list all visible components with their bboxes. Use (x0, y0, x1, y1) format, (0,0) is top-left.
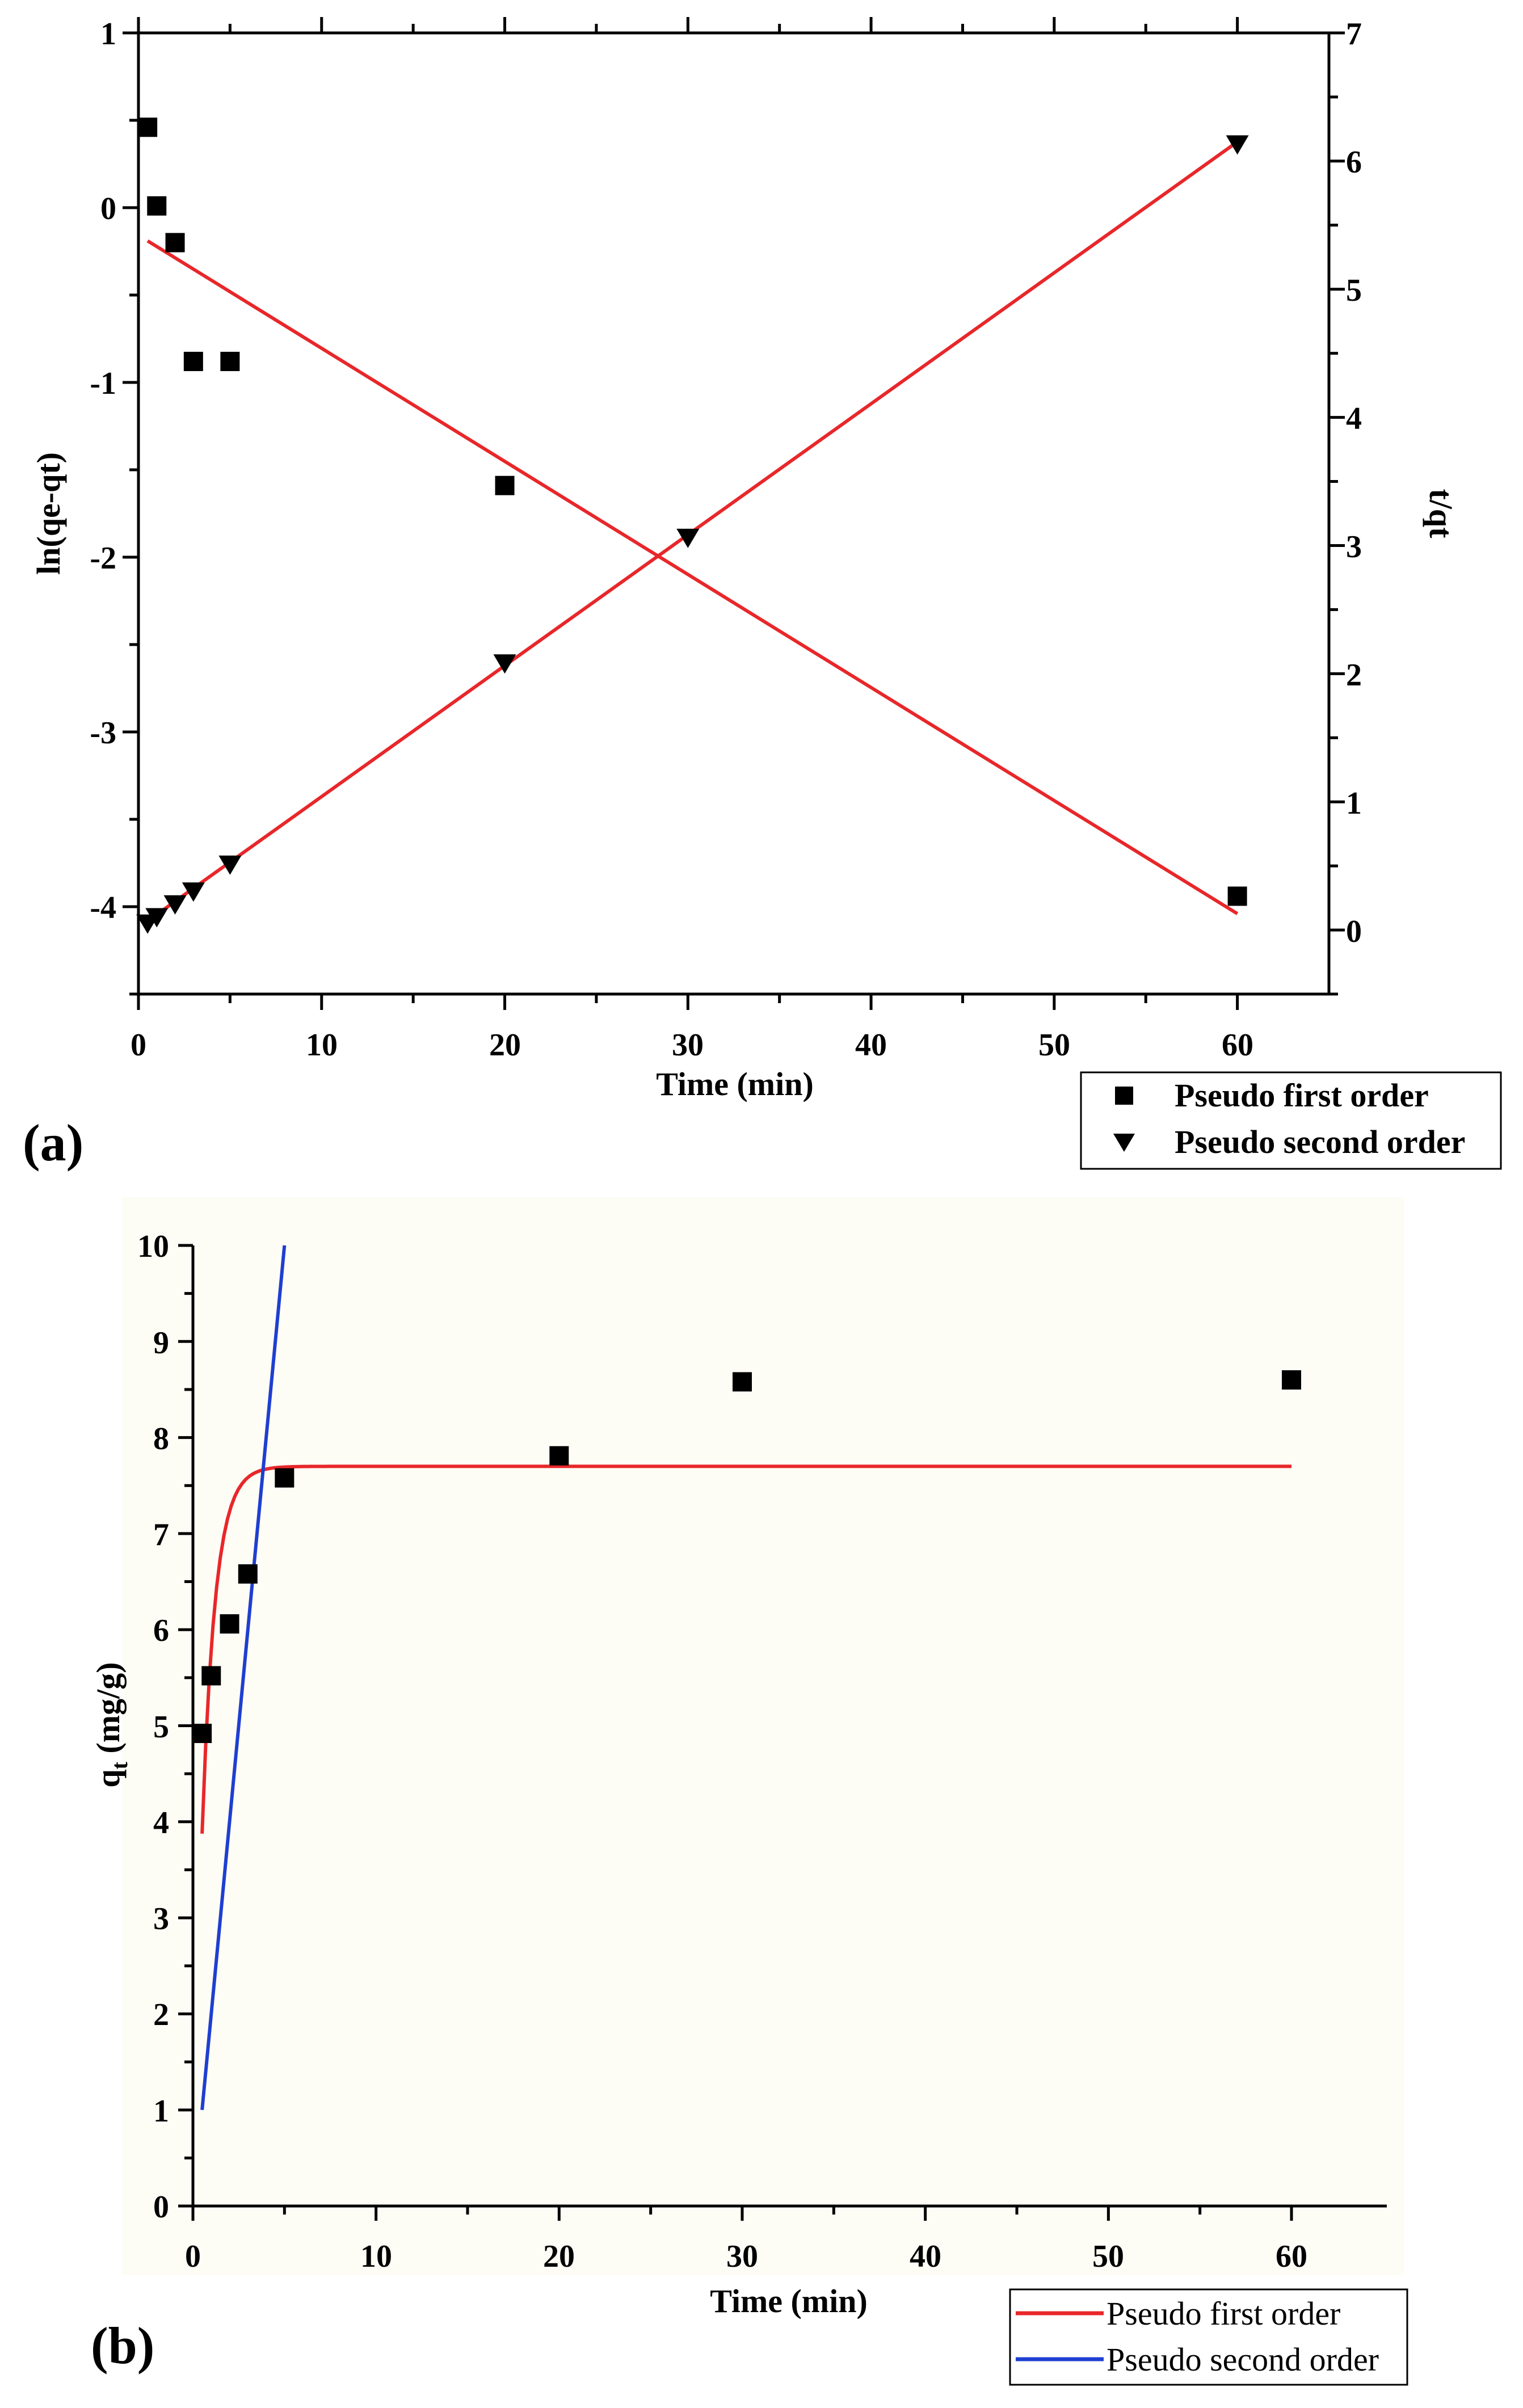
panel-a-x-tick-label: 30 (672, 1028, 704, 1063)
panel-b-y-tick-label: 1 (153, 2094, 169, 2129)
panel-b-y-tick-label: 7 (153, 1517, 169, 1552)
panel-a-label: (a) (23, 1114, 83, 1172)
panel-a: 0 10 20 30 40 50 60 1 0 -1 -2 -3 -4 7 6 … (23, 16, 1501, 1172)
panel-b-x-tick-label: 50 (1092, 2239, 1124, 2274)
panel-a-x-tick-label: 10 (306, 1028, 338, 1063)
panel-a-x-tick-label: 0 (131, 1028, 146, 1063)
panel-b-y-tick-label: 8 (153, 1421, 169, 1456)
pseudo-first-order-fit-line (148, 241, 1237, 914)
pseudo-first-order-point (166, 233, 185, 252)
panel-a-right-y-tick-label: 7 (1346, 16, 1362, 52)
legend-label-pseudo-second-order-b: Pseudo second order (1107, 2341, 1379, 2378)
observed-data-point (733, 1372, 752, 1391)
panel-b-legend: Pseudo first order Pseudo second order (1010, 2289, 1407, 2385)
panel-a-right-y-tick-label: 6 (1346, 145, 1362, 180)
pseudo-first-order-point (1228, 887, 1247, 906)
panel-a-right-y-tick-label: 5 (1346, 273, 1362, 308)
panel-b-x-tick-label: 30 (726, 2239, 758, 2274)
panel-a-left-y-tick-labels: 1 0 -1 -2 -3 -4 (90, 16, 116, 925)
observed-data-point (201, 1666, 221, 1685)
pseudo-second-order-point (164, 895, 187, 915)
panel-a-left-y-tick-label: 1 (100, 16, 116, 52)
panel-b-x-axis-title: Time (min) (710, 2283, 868, 2319)
pseudo-first-order-point (220, 352, 239, 371)
observed-data-point (275, 1468, 294, 1488)
panel-a-right-y-tick-label: 1 (1346, 786, 1362, 821)
panel-a-x-tick-label: 50 (1038, 1028, 1070, 1063)
observed-data-point (220, 1614, 239, 1634)
observed-data-point (192, 1724, 212, 1743)
observed-data-point (549, 1446, 569, 1466)
panel-a-x-axis-title: Time (min) (656, 1066, 814, 1102)
panel-a-right-y-axis-title: t/qt (1423, 489, 1459, 539)
panel-a-right-y-tick-labels: 7 6 5 4 3 2 1 0 (1346, 16, 1362, 949)
pseudo-second-order-point (1226, 136, 1249, 155)
panel-a-x-ticks (138, 17, 1238, 1010)
panel-a-left-y-tick-label: -4 (90, 890, 116, 925)
panel-a-left-y-tick-label: -3 (90, 715, 116, 751)
panel-a-x-tick-labels: 0 10 20 30 40 50 60 (131, 1028, 1253, 1063)
panel-a-x-tick-label: 60 (1222, 1028, 1253, 1063)
panel-a-left-y-tick-label: -1 (90, 366, 116, 401)
figure: 0 10 20 30 40 50 60 1 0 -1 -2 -3 -4 7 6 … (0, 0, 1523, 2408)
panel-b-y-tick-label: 10 (137, 1229, 169, 1264)
panel-b-y-tick-label: 2 (153, 1997, 169, 2032)
observed-data-point (1282, 1370, 1301, 1390)
pseudo-first-order-point (138, 117, 157, 137)
panel-a-plot-frame (138, 33, 1329, 994)
panel-a-left-y-axis-title: ln(qe-qt) (30, 452, 67, 575)
panel-a-x-tick-label: 40 (855, 1028, 887, 1063)
panel-a-left-y-tick-label: -2 (90, 541, 116, 576)
panel-b-y-axis-title-main: q (90, 1769, 127, 1787)
pseudo-first-order-point (495, 476, 515, 495)
panel-b-x-tick-label: 0 (185, 2239, 201, 2274)
panel-b-y-tick-label: 9 (153, 1325, 169, 1361)
panel-a-right-y-ticks (1329, 33, 1345, 994)
panel-b: 0 10 20 30 40 50 60 0 1 2 3 4 5 6 7 8 9 … (90, 1197, 1407, 2385)
panel-b-y-axis-title-subscript: t (107, 1761, 132, 1769)
panel-b-background (122, 1197, 1404, 2275)
panel-a-left-y-tick-label: 0 (100, 191, 116, 226)
pseudo-second-order-point (218, 856, 241, 875)
panel-a-right-y-tick-label: 4 (1346, 401, 1362, 436)
pseudo-first-order-point (147, 196, 166, 216)
panel-b-y-tick-label: 5 (153, 1710, 169, 1745)
panel-b-y-tick-label: 0 (153, 2190, 169, 2225)
panel-b-label: (b) (91, 2317, 154, 2375)
observed-data-point (238, 1564, 258, 1584)
panel-a-right-y-tick-label: 3 (1346, 529, 1362, 565)
panel-b-x-tick-label: 60 (1276, 2239, 1307, 2274)
panel-a-x-tick-label: 20 (489, 1028, 521, 1063)
pseudo-first-order-point (184, 352, 203, 371)
panel-b-x-tick-label: 10 (360, 2239, 392, 2274)
panel-b-y-axis-title: qt (mg/g) (90, 1662, 132, 1787)
panel-a-left-y-ticks (123, 33, 138, 994)
panel-a-right-y-tick-label: 0 (1346, 914, 1362, 949)
panel-a-data-marks (136, 117, 1248, 933)
panel-b-x-tick-label: 20 (543, 2239, 575, 2274)
panel-b-y-tick-label: 4 (153, 1805, 169, 1841)
legend-label-pseudo-first-order: Pseudo first order (1175, 1077, 1429, 1114)
panel-a-right-y-tick-label: 2 (1346, 658, 1362, 693)
panel-a-legend: Pseudo first order Pseudo second order (1081, 1072, 1501, 1169)
panel-b-y-tick-label: 3 (153, 1901, 169, 1936)
legend-square-marker (1115, 1087, 1133, 1105)
legend-label-pseudo-second-order: Pseudo second order (1175, 1123, 1465, 1160)
panel-b-y-axis-title-unit: (mg/g) (90, 1662, 127, 1762)
panel-b-y-tick-label: 6 (153, 1613, 169, 1648)
legend-label-pseudo-first-order-b: Pseudo first order (1107, 2295, 1340, 2332)
panel-b-x-tick-label: 40 (910, 2239, 941, 2274)
